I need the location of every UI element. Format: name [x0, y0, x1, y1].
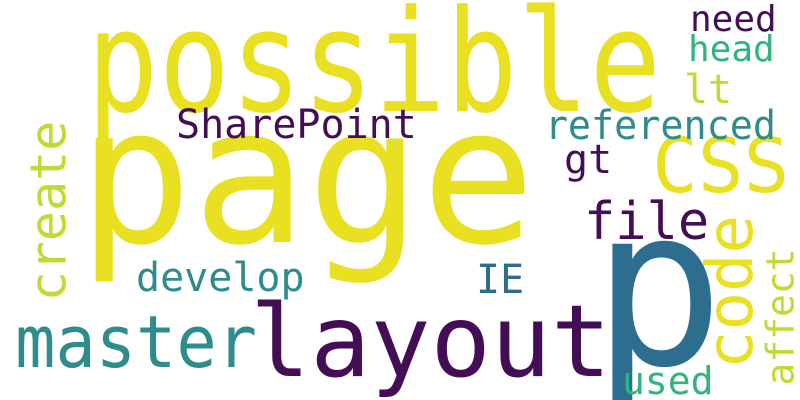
word-lt: lt — [684, 67, 733, 113]
word-create: create — [19, 120, 78, 302]
word-layout: layout — [250, 283, 612, 400]
word-p: p — [592, 160, 725, 400]
word-used: used — [622, 359, 714, 400]
word-need: need — [690, 0, 777, 40]
word-head: head — [688, 29, 775, 70]
word-referenced: referenced — [544, 103, 777, 149]
word-page: page — [78, 66, 536, 287]
word-possible: possible — [86, 0, 662, 145]
word-sharepoint: SharePoint — [176, 102, 417, 148]
word-file: file — [584, 192, 710, 252]
word-master: master — [15, 300, 257, 384]
word-develop: develop — [136, 255, 305, 301]
word-ie: IE — [476, 257, 525, 303]
word-gt: gt — [564, 137, 613, 183]
word-css: CSS — [652, 121, 790, 210]
word-affect: affect — [758, 248, 800, 386]
